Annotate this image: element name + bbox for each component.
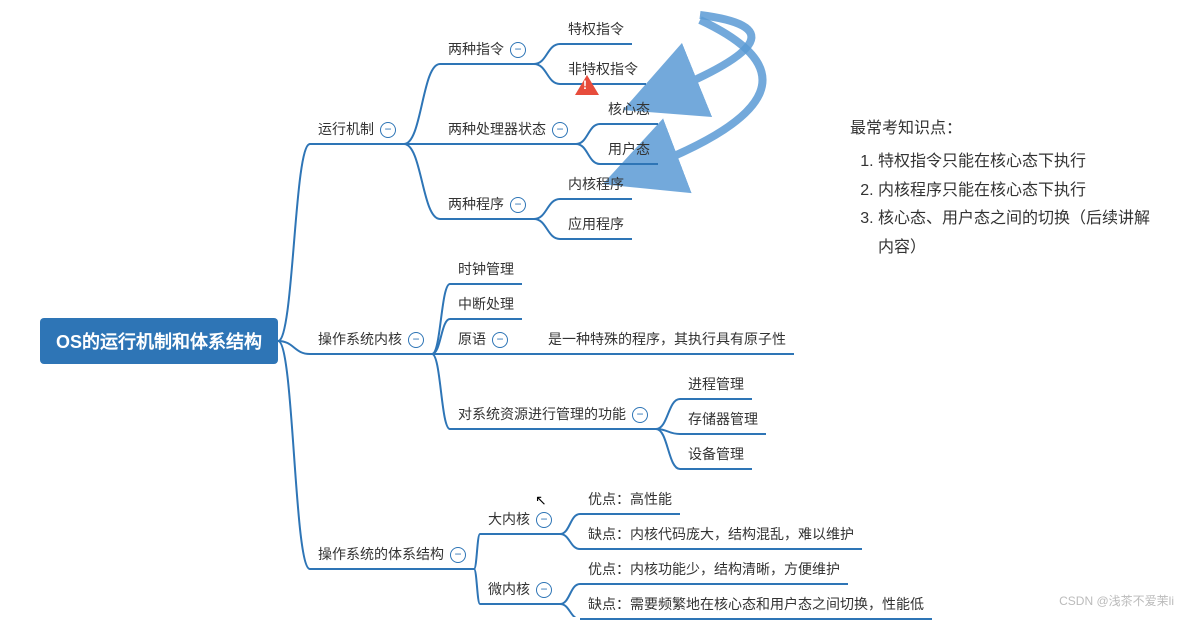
knowledge-point-2: 内核程序只能在核心态下执行	[878, 177, 1164, 206]
collapse-icon[interactable]: −	[536, 512, 552, 528]
tree-node-label: 操作系统的体系结构	[318, 546, 444, 562]
collapse-icon[interactable]: −	[450, 547, 466, 563]
tree-node-n3a2[interactable]: 缺点：内核代码庞大，结构混乱，难以维护	[580, 520, 862, 550]
tree-node-n3a[interactable]: 大内核−	[480, 505, 560, 535]
tree-node-n3b2[interactable]: 缺点：需要频繁地在核心态和用户态之间切换，性能低	[580, 590, 932, 620]
tree-node-n1b2[interactable]: 用户态	[600, 135, 658, 165]
tree-node-label: 两种程序	[448, 196, 504, 212]
collapse-icon[interactable]: −	[510, 42, 526, 58]
tree-node-label: 微内核	[488, 581, 530, 597]
tree-node-label: 原语	[458, 331, 486, 347]
tree-node-label: 应用程序	[568, 216, 624, 232]
tree-node-n1a1[interactable]: 特权指令	[560, 15, 632, 45]
tree-node-n2d[interactable]: 对系统资源进行管理的功能−	[450, 400, 656, 430]
tree-node-label: 内核程序	[568, 176, 624, 192]
tree-node-label: 操作系统内核	[318, 331, 402, 347]
tree-node-n1[interactable]: 运行机制−	[310, 115, 404, 145]
tree-node-label: 优点：高性能	[588, 491, 672, 507]
collapse-icon[interactable]: −	[380, 122, 396, 138]
mouse-cursor: ↖	[535, 492, 547, 509]
tree-node-n2d3[interactable]: 设备管理	[680, 440, 752, 470]
tree-node-n2c[interactable]: 原语−	[450, 325, 516, 355]
tree-node-n1a[interactable]: 两种指令−	[440, 35, 534, 65]
tree-node-label: 特权指令	[568, 21, 624, 37]
collapse-icon[interactable]: −	[408, 332, 424, 348]
tree-node-n1c1[interactable]: 内核程序	[560, 170, 632, 200]
knowledge-points-title: 最常考知识点：	[850, 115, 1164, 144]
tree-node-label: 核心态	[608, 101, 650, 117]
tree-node-n3a1[interactable]: 优点：高性能	[580, 485, 680, 515]
tree-node-label: 大内核	[488, 511, 530, 527]
tree-node-n3b[interactable]: 微内核−	[480, 575, 560, 605]
knowledge-points-panel: 最常考知识点： 特权指令只能在核心态下执行 内核程序只能在核心态下执行 核心态、…	[850, 115, 1164, 263]
tree-node-n1b[interactable]: 两种处理器状态−	[440, 115, 576, 145]
tree-node-n2c_desc[interactable]: 是一种特殊的程序，其执行具有原子性	[540, 325, 794, 355]
knowledge-point-1: 特权指令只能在核心态下执行	[878, 148, 1164, 177]
collapse-icon[interactable]: −	[536, 582, 552, 598]
tree-node-n2b[interactable]: 中断处理	[450, 290, 522, 320]
watermark-text: CSDN @浅茶不爱茉li	[1059, 592, 1174, 609]
tree-node-label: 存储器管理	[688, 411, 758, 427]
tree-node-n2d2[interactable]: 存储器管理	[680, 405, 766, 435]
tree-node-label: 缺点：需要频繁地在核心态和用户态之间切换，性能低	[588, 596, 924, 612]
tree-node-n1a2[interactable]: 非特权指令	[560, 55, 646, 85]
collapse-icon[interactable]: −	[552, 122, 568, 138]
tree-node-n2[interactable]: 操作系统内核−	[310, 325, 432, 355]
root-node[interactable]: OS的运行机制和体系结构	[40, 318, 278, 364]
tree-node-label: 进程管理	[688, 376, 744, 392]
tree-node-label: 缺点：内核代码庞大，结构混乱，难以维护	[588, 526, 854, 542]
tree-node-n2a[interactable]: 时钟管理	[450, 255, 522, 285]
collapse-icon[interactable]: −	[632, 407, 648, 423]
tree-node-label: 是一种特殊的程序，其执行具有原子性	[548, 331, 786, 347]
tree-node-label: 优点：内核功能少，结构清晰，方便维护	[588, 561, 840, 577]
tree-node-label: 中断处理	[458, 296, 514, 312]
tree-node-label: 时钟管理	[458, 261, 514, 277]
tree-node-label: 对系统资源进行管理的功能	[458, 406, 626, 422]
tree-node-n2d1[interactable]: 进程管理	[680, 370, 752, 400]
warning-icon	[575, 75, 599, 95]
collapse-icon[interactable]: −	[492, 332, 508, 348]
tree-node-n1c2[interactable]: 应用程序	[560, 210, 632, 240]
tree-node-n1c[interactable]: 两种程序−	[440, 190, 534, 220]
tree-node-label: 设备管理	[688, 446, 744, 462]
tree-node-n3b1[interactable]: 优点：内核功能少，结构清晰，方便维护	[580, 555, 848, 585]
collapse-icon[interactable]: −	[510, 197, 526, 213]
knowledge-point-3: 核心态、用户态之间的切换（后续讲解内容）	[878, 205, 1164, 263]
tree-node-label: 两种指令	[448, 41, 504, 57]
tree-node-label: 两种处理器状态	[448, 121, 546, 137]
tree-node-n3[interactable]: 操作系统的体系结构−	[310, 540, 474, 570]
tree-node-n1b1[interactable]: 核心态	[600, 95, 658, 125]
tree-node-label: 运行机制	[318, 121, 374, 137]
tree-node-label: 用户态	[608, 141, 650, 157]
